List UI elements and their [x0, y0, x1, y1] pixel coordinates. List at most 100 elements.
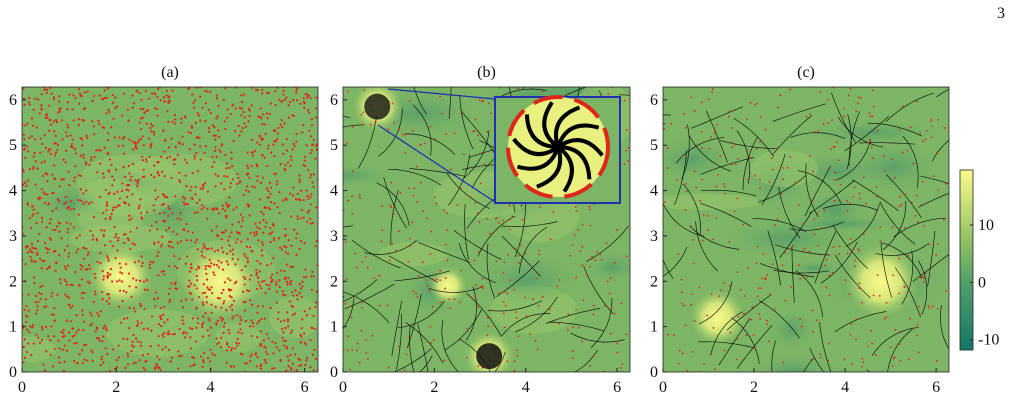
- particle: [283, 167, 286, 170]
- particle: [260, 249, 263, 252]
- particle: [189, 239, 193, 242]
- particle: [256, 141, 259, 144]
- axes-frame: [662, 86, 950, 373]
- streamline: [496, 260, 540, 297]
- particle: [98, 162, 102, 165]
- particle: [236, 231, 239, 234]
- particle: [298, 178, 302, 181]
- particle: [27, 309, 30, 312]
- particle: [779, 94, 782, 97]
- particle: [145, 158, 148, 161]
- particle: [892, 274, 895, 277]
- particle: [235, 182, 239, 186]
- particle: [240, 107, 243, 110]
- particle: [266, 264, 269, 267]
- particle: [460, 187, 462, 190]
- streamline: [804, 165, 832, 216]
- particle: [825, 286, 828, 289]
- particle: [515, 349, 518, 352]
- particle: [206, 190, 209, 193]
- particle: [46, 88, 49, 91]
- particle: [799, 277, 802, 280]
- particle: [581, 246, 584, 248]
- particle: [123, 241, 126, 245]
- panel-label: (c): [797, 64, 815, 81]
- particle: [898, 292, 900, 295]
- particle: [298, 174, 301, 177]
- particle: [838, 245, 841, 248]
- particle: [387, 128, 390, 131]
- particle: [34, 138, 37, 141]
- particle: [79, 264, 82, 267]
- particle: [206, 329, 209, 332]
- particle: [909, 317, 911, 320]
- particle: [296, 298, 299, 301]
- particle: [724, 192, 726, 195]
- particle: [137, 139, 141, 142]
- particle: [204, 312, 207, 315]
- particle: [74, 148, 77, 151]
- particle: [865, 202, 868, 205]
- particle: [616, 229, 618, 232]
- particle: [685, 183, 687, 185]
- particle: [272, 129, 275, 132]
- particle: [812, 330, 815, 333]
- particle: [87, 202, 90, 205]
- particle: [73, 334, 76, 337]
- particle: [161, 348, 164, 351]
- particle: [142, 159, 145, 162]
- particle: [309, 195, 312, 199]
- particle: [308, 209, 311, 212]
- particle: [223, 281, 227, 284]
- particle: [44, 146, 48, 150]
- streamline: [698, 281, 733, 325]
- particle: [851, 249, 854, 252]
- particle: [94, 293, 97, 296]
- particle: [261, 280, 264, 283]
- particle: [292, 305, 295, 308]
- particle: [813, 218, 816, 221]
- particle: [799, 318, 801, 321]
- particle: [256, 322, 259, 325]
- particle: [136, 182, 140, 185]
- streamline: [772, 103, 826, 122]
- particle: [248, 325, 252, 328]
- particle: [304, 268, 307, 271]
- particle: [104, 217, 107, 220]
- particle: [754, 174, 757, 177]
- streamline: [767, 230, 781, 286]
- particle: [280, 327, 284, 331]
- particle: [34, 183, 37, 186]
- particle: [575, 276, 578, 279]
- particle: [272, 256, 275, 260]
- particle: [64, 293, 67, 296]
- particle: [292, 98, 295, 102]
- particle: [861, 357, 864, 360]
- particle: [99, 310, 103, 313]
- y-tick-label: 5: [650, 137, 658, 154]
- particle: [58, 95, 61, 98]
- particle: [309, 135, 313, 138]
- particle: [225, 116, 229, 119]
- particle: [482, 287, 484, 290]
- particle: [78, 88, 81, 91]
- particle: [85, 189, 88, 192]
- particle: [85, 163, 88, 166]
- particle: [211, 165, 214, 169]
- particle: [131, 340, 134, 343]
- particle: [928, 307, 931, 309]
- particle: [249, 232, 252, 235]
- particle: [139, 107, 142, 111]
- particle: [69, 208, 72, 211]
- particle: [221, 317, 224, 320]
- field-texture: [477, 252, 579, 307]
- particle: [581, 224, 584, 227]
- particle: [199, 95, 202, 98]
- streamline: [394, 270, 450, 282]
- particle: [280, 248, 284, 251]
- particle: [52, 98, 55, 101]
- particle: [908, 358, 910, 361]
- particle: [230, 288, 233, 292]
- particle: [181, 306, 185, 309]
- particle: [103, 324, 106, 327]
